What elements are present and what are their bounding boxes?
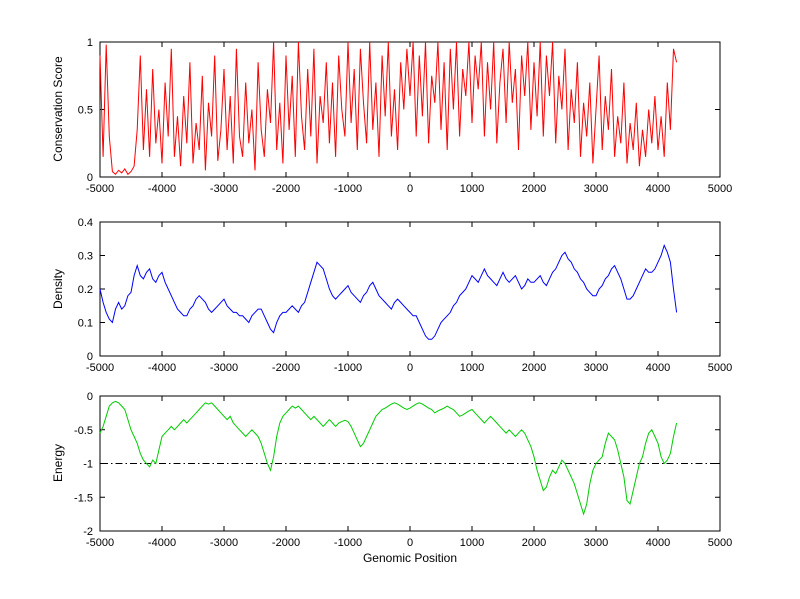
density-xtick-label: -1000 <box>334 362 362 374</box>
density-xtick-label: 2000 <box>522 362 546 374</box>
energy-xtick-label: -1000 <box>334 537 362 549</box>
xlabel-genomic-position: Genomic Position <box>362 551 458 565</box>
energy-xtick-label: 1000 <box>460 537 484 549</box>
energy-xtick-label: -2000 <box>272 537 300 549</box>
energy-xtick-label: 0 <box>407 537 413 549</box>
conservation-score-xtick-label: 5000 <box>708 183 732 195</box>
density-ytick-label: 0.1 <box>78 318 93 330</box>
density-xtick-label: 1000 <box>460 362 484 374</box>
density-xtick-label: 4000 <box>646 362 670 374</box>
conservation-score-xtick-label: 3000 <box>584 183 608 195</box>
energy-xtick-label: 5000 <box>708 537 732 549</box>
conservation-score-line <box>99 41 678 176</box>
density-subplot: -5000 -4000 -3000 -2000 -1000 0 1000 2000 3000 40… <box>78 217 733 374</box>
energy-xtick-label: -5000 <box>86 537 114 549</box>
conservation-score-ytick-label: 0.5 <box>78 105 93 117</box>
energy-xtick-label: -4000 <box>148 537 176 549</box>
conservation-score-xtick-label: 4000 <box>646 183 670 195</box>
energy-ytick-label: -1.5 <box>74 492 93 504</box>
density-ytick-label: 0.2 <box>78 284 93 296</box>
density-xtick-label: -3000 <box>210 362 238 374</box>
conservation-score-xtick-label: -3000 <box>210 183 238 195</box>
energy-ytick-label: 0 <box>87 391 93 403</box>
density-xtick-label: 3000 <box>584 362 608 374</box>
energy-ytick-label: -0.5 <box>74 425 93 437</box>
density-xtick-label: -2000 <box>272 362 300 374</box>
conservation-score-subplot: -5000 -4000 -3000 -2000 -1000 0 1000 2000 3000 40… <box>78 37 733 195</box>
energy-line <box>99 400 678 516</box>
density-xtick-label: 0 <box>407 362 413 374</box>
ylabel-conservation-score: Conservation Score <box>51 56 65 162</box>
conservation-score-xtick-label: 1000 <box>460 183 484 195</box>
density-axes-box <box>99 221 721 357</box>
conservation-score-ytick-label: 1 <box>87 37 93 49</box>
ylabel-energy: Energy <box>51 443 65 483</box>
conservation-score-ytick-label: 0 <box>87 172 93 184</box>
density-xtick-label: -4000 <box>148 362 176 374</box>
conservation-score-xtick-label: 0 <box>407 183 413 195</box>
energy-xtick-label: 3000 <box>584 537 608 549</box>
density-ytick-label: 0.3 <box>78 251 93 263</box>
density-xtick-label: 5000 <box>708 362 732 374</box>
energy-xtick-label: 4000 <box>646 537 670 549</box>
conservation-score-xtick-label: -2000 <box>272 183 300 195</box>
ylabel-density: Density <box>51 268 65 310</box>
conservation-score-xtick-label: 2000 <box>522 183 546 195</box>
conservation-score-xtick-label: -4000 <box>148 183 176 195</box>
energy-ytick-label: -1 <box>83 459 93 471</box>
density-ytick-label: 0.4 <box>78 217 93 229</box>
energy-xtick-label: 2000 <box>522 537 546 549</box>
conservation-score-xtick-label: -1000 <box>334 183 362 195</box>
density-xtick-label: -5000 <box>86 362 114 374</box>
energy-subplot: -5000 -4000 -3000 -2000 -1000 0 1000 2000 3000 40… <box>74 391 732 549</box>
density-line <box>99 243 678 340</box>
energy-xtick-label: -3000 <box>210 537 238 549</box>
conservation-score-xtick-label: -5000 <box>86 183 114 195</box>
energy-ytick-label: -2 <box>83 526 93 538</box>
density-ytick-label: 0 <box>87 351 93 363</box>
